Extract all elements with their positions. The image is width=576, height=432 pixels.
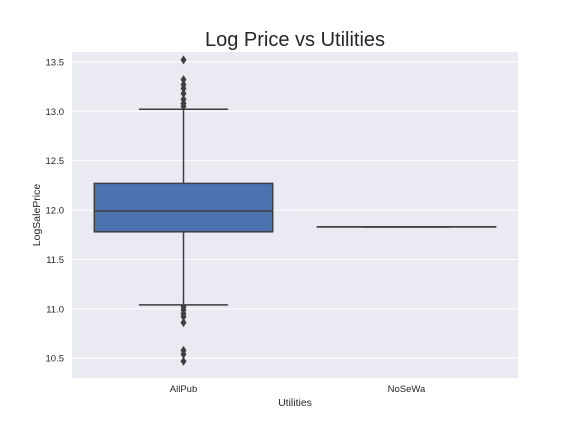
x-tick-labels: AllPub NoSeWa bbox=[170, 384, 426, 395]
y-axis-label: LogSalePrice bbox=[31, 184, 43, 247]
outlier-point bbox=[180, 356, 187, 366]
outlier-point bbox=[180, 55, 187, 65]
y-tick-label: 12.0 bbox=[46, 206, 65, 217]
outlier-point bbox=[180, 94, 187, 104]
chart-title: Log Price vs Utilities bbox=[205, 29, 385, 51]
y-tick-label: 13.5 bbox=[46, 57, 65, 68]
iqr-box bbox=[93, 182, 274, 233]
x-tick-label: AllPub bbox=[170, 384, 197, 395]
y-tick-label: 10.5 bbox=[46, 354, 65, 365]
outlier-point bbox=[180, 302, 187, 312]
box-layer bbox=[93, 55, 497, 366]
x-axis-label: Utilities bbox=[278, 397, 312, 409]
y-tick-label: 11.0 bbox=[46, 304, 64, 315]
outlier-point bbox=[180, 80, 187, 90]
y-tick-label: 12.5 bbox=[46, 156, 65, 167]
outlier-point bbox=[180, 75, 187, 85]
box-allpub bbox=[93, 55, 274, 366]
outlier-point bbox=[180, 318, 187, 328]
y-tick-label: 13.0 bbox=[46, 107, 65, 118]
y-tick-labels: 10.5 11.0 11.5 12.0 12.5 13.0 13.5 bbox=[46, 57, 65, 364]
x-tick-label: NoSeWa bbox=[388, 384, 426, 395]
outlier-point bbox=[180, 88, 187, 98]
y-tick-label: 11.5 bbox=[46, 255, 64, 266]
outlier-point bbox=[180, 345, 187, 355]
